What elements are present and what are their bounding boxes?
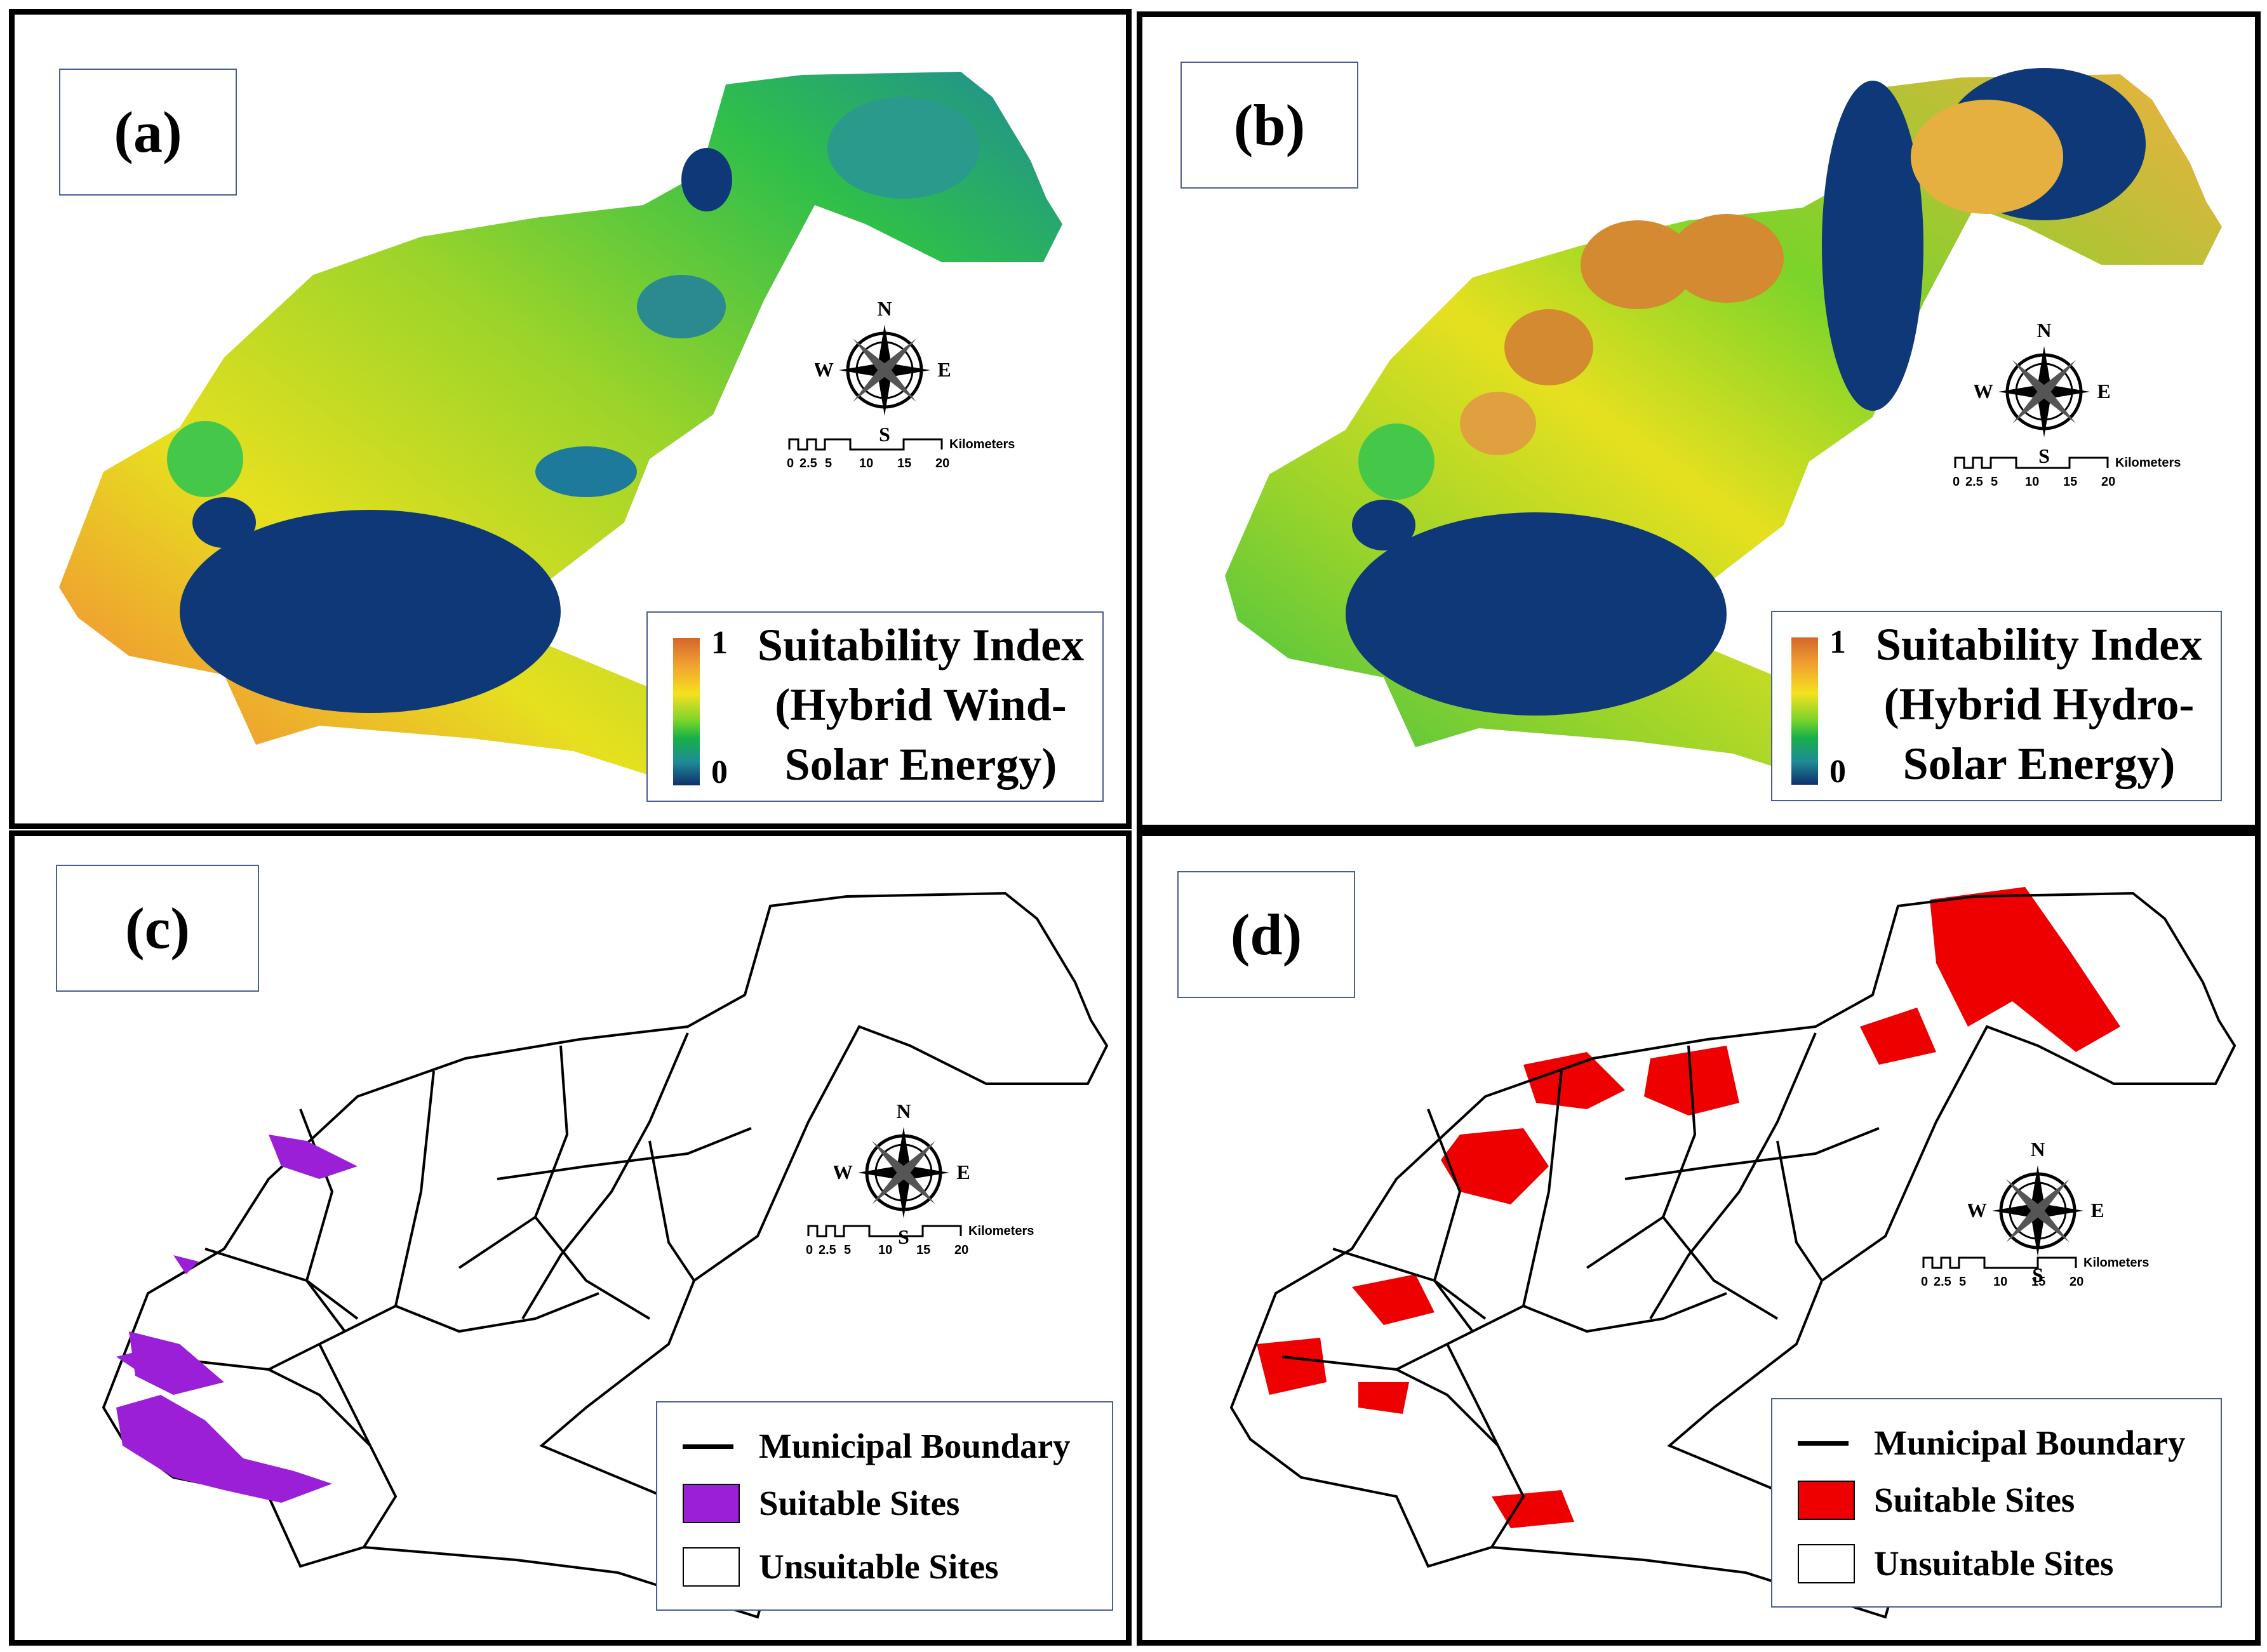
compass-rose-icon: N S W E: [1974, 319, 2111, 467]
panel-label: (b): [1180, 62, 1358, 189]
compass-e: E: [956, 1161, 970, 1183]
legend-unsuitable-label: Unsuitable Sites: [1874, 1544, 2114, 1583]
scale-unit: Kilometers: [2083, 1256, 2149, 1270]
compass-n: N: [877, 297, 892, 320]
suitable-sites-map-hydro-solar: [1229, 887, 2237, 1619]
legend-unsuitable-label: Unsuitable Sites: [759, 1547, 999, 1586]
scale-tick: 0: [1953, 475, 1960, 489]
legend-suitability-index: 1 0 Suitability Index (Hybrid Wind- Sola…: [646, 611, 1104, 802]
legend-suitable-label: Suitable Sites: [1874, 1481, 2075, 1519]
scale-tick: 20: [2070, 1275, 2083, 1289]
panel-label: (c): [56, 865, 259, 992]
scale-tick: 15: [916, 1243, 930, 1257]
legend-suitable-swatch: [1798, 1481, 1855, 1520]
legend-unsuitable-swatch: [1798, 1544, 1855, 1583]
color-ramp: [1791, 637, 1818, 785]
scale-unit: Kilometers: [968, 1224, 1034, 1238]
legend-boundary-line: [1798, 1441, 1849, 1446]
suitable-sites-map-wind-solar: [102, 891, 1109, 1619]
panel-label: (a): [59, 69, 237, 196]
suitability-map-wind-solar: [59, 72, 1062, 796]
legend-suitable-label: Suitable Sites: [759, 1484, 960, 1522]
compass-s: S: [879, 423, 890, 446]
scale-bar: Kilometers 0 2.5 5 10 15 20: [806, 1224, 1034, 1257]
compass-n: N: [2036, 319, 2051, 342]
scale-tick: 20: [954, 1243, 968, 1257]
scale-tick: 5: [844, 1243, 851, 1257]
scale-tick: 15: [2063, 475, 2077, 489]
compass-n: N: [896, 1100, 911, 1122]
scale-tick: 10: [1993, 1275, 2007, 1289]
scale-tick: 10: [878, 1243, 892, 1257]
scale-tick: 15: [2031, 1275, 2045, 1289]
scale-tick: 2.5: [1965, 475, 1983, 489]
legend-suitable-swatch: [683, 1484, 740, 1523]
legend-title-line1: Suitability Index: [1875, 619, 2203, 670]
panel-b: (b) N S W E Kilometers 0 2.5 5 10 15 20 …: [1137, 11, 2261, 830]
compass-rose-icon: N S W E: [1968, 1138, 2104, 1286]
panel-d: (d) N S W E Kilometers 0 2.5 5 10 15 20 …: [1137, 830, 2261, 1646]
compass-s: S: [2038, 444, 2050, 467]
compass-w: W: [1968, 1199, 1987, 1222]
scale-unit: Kilometers: [2115, 456, 2181, 470]
legend-suitability-index: 1 0 Suitability Index (Hybrid Hydro- Sol…: [1771, 611, 2222, 801]
compass-n: N: [2030, 1138, 2045, 1161]
scale-bar: Kilometers 0 2.5 5 10 15 20: [1921, 1256, 2149, 1289]
scale-tick: 15: [897, 456, 911, 470]
ramp-min-label: 0: [711, 754, 728, 790]
legend-sites: Municipal Boundary Suitable Sites Unsuit…: [1771, 1398, 2222, 1608]
color-ramp: [673, 638, 700, 785]
legend-title-line3: Solar Energy): [1903, 738, 2176, 789]
scale-tick: 10: [859, 456, 873, 470]
scale-bar: Kilometers 0 2.5 5 10 15 20: [1953, 456, 2181, 489]
scale-tick: 20: [2101, 475, 2115, 489]
ramp-max-label: 1: [711, 625, 728, 661]
compass-w: W: [834, 1161, 853, 1183]
ramp-min-label: 0: [1829, 754, 1846, 790]
scale-tick: 10: [2025, 475, 2039, 489]
scale-tick: 0: [787, 456, 794, 470]
legend-boundary-label: Municipal Boundary: [759, 1427, 1071, 1465]
legend-boundary-label: Municipal Boundary: [1874, 1423, 2186, 1462]
panel-a: (a) N S W E Kilometers 0 2.5 5 10 15 20 …: [9, 9, 1132, 829]
scale-bar: Kilometers 0 2.5 5 10 15 20: [787, 437, 1015, 470]
scale-tick: 2.5: [1934, 1275, 1951, 1289]
compass-e: E: [2097, 380, 2110, 403]
compass-e: E: [937, 358, 951, 381]
scale-tick: 5: [825, 456, 832, 470]
legend-title-line1: Suitability Index: [757, 620, 1085, 670]
legend-title-line3: Solar Energy): [784, 739, 1057, 790]
compass-w: W: [815, 358, 834, 381]
ramp-max-label: 1: [1829, 624, 1846, 660]
scale-tick: 2.5: [799, 456, 817, 470]
compass-s: S: [2032, 1263, 2043, 1286]
scale-tick: 5: [1991, 475, 1998, 489]
compass-rose-icon: N S W E: [815, 297, 951, 446]
panel-label: (d): [1177, 871, 1355, 998]
legend-title-line2: (Hybrid Hydro-: [1883, 679, 2195, 729]
suitability-map-hydro-solar: [1225, 68, 2222, 798]
scale-tick: 0: [806, 1243, 813, 1257]
scale-tick: 5: [1959, 1275, 1966, 1289]
compass-rose-icon: N S W E: [834, 1100, 970, 1248]
scale-unit: Kilometers: [949, 437, 1015, 451]
legend-sites: Municipal Boundary Suitable Sites Unsuit…: [656, 1401, 1113, 1611]
legend-boundary-line: [683, 1444, 733, 1449]
legend-title-line2: (Hybrid Wind-: [775, 679, 1067, 730]
scale-tick: 0: [1921, 1275, 1928, 1289]
compass-w: W: [1974, 380, 1993, 403]
scale-tick: 20: [935, 456, 949, 470]
scale-tick: 2.5: [819, 1243, 836, 1257]
compass-e: E: [2090, 1199, 2104, 1222]
legend-unsuitable-swatch: [683, 1547, 740, 1587]
panel-c: (c) N S W E Kilometers 0 2.5 5 10 15 20 …: [9, 830, 1132, 1646]
